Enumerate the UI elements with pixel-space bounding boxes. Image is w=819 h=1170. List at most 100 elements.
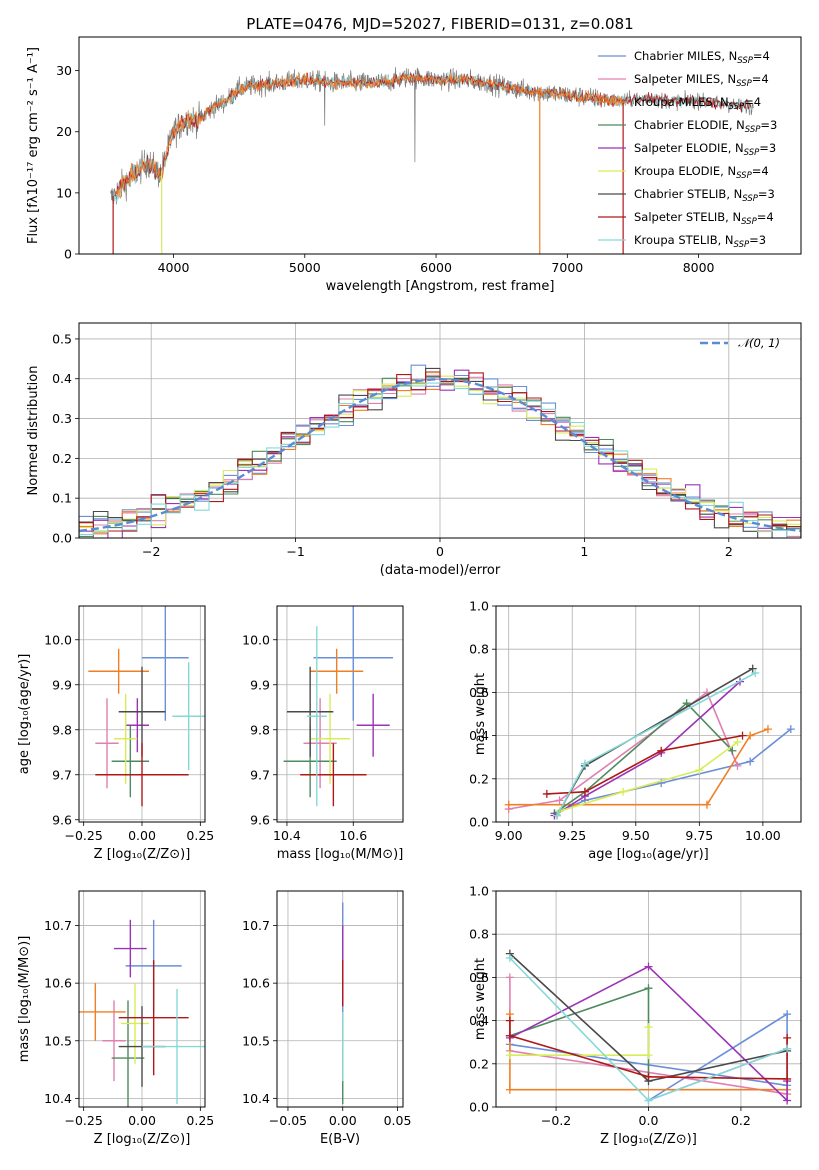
legend-label-main: Kroupa MILES, N: [634, 95, 729, 109]
y-tick-label: 20: [56, 124, 72, 139]
y-tick-label: 0.0: [469, 815, 489, 830]
x-axis-label: Z [log₁₀(Z/Z⊙)]: [94, 1132, 191, 1147]
x-tick-label: 10.00: [745, 828, 781, 843]
plot-area-weight-vs-age: [504, 664, 795, 820]
legend-label-sub: SSP: [742, 194, 758, 204]
panel-age-vs-Z: −0.25 0.00 0.25 9.6 9.7 9.8 9.9 10.0 Z [log₁₀(Z/…: [17, 605, 214, 862]
y-tick-label: 10.5: [242, 1033, 270, 1048]
weight-marker: [644, 1023, 653, 1032]
y-axis-label: age [log₁₀(age/yr)]: [17, 654, 32, 775]
point-salpeter-elodie: [356, 693, 390, 757]
point-chabrier-elodie: [111, 1000, 145, 1107]
legend-label-tail: =3: [759, 141, 776, 155]
legend-label: Chabrier STELIB, NSSP=3: [634, 187, 775, 204]
x-tick-label: −0.2: [541, 1113, 571, 1128]
weight-marker: [505, 1085, 514, 1094]
point-kroupa-miles: [88, 648, 149, 694]
axes-frame: [78, 322, 802, 539]
x-tick-label: −0.25: [65, 828, 103, 843]
point-kroupa-stelib: [142, 988, 205, 1105]
x-tick-label: 0.2: [731, 1113, 751, 1128]
plot-area-residuals: [79, 364, 801, 538]
grid-age-vs-mass: [277, 606, 403, 822]
y-tick-label: 9.8: [250, 722, 270, 737]
y-tick-label: 0.6: [469, 685, 489, 700]
legend-label-sub: SSP: [741, 217, 757, 227]
weight-marker: [504, 800, 513, 809]
residual-legend: 𝒩(0, 1): [700, 336, 780, 350]
x-tick-label: 7000: [551, 260, 583, 275]
y-tick-label: 0.0: [52, 531, 72, 546]
y-tick-label: 9.6: [52, 812, 72, 827]
y-tick-label: 10.7: [242, 918, 270, 933]
weight-line: [508, 728, 769, 806]
y-axis-label: mass weight: [473, 958, 488, 1040]
point-kroupa-stelib: [306, 626, 327, 807]
weight-marker: [783, 1044, 792, 1053]
y-tick-label: 10.5: [44, 1033, 72, 1048]
weight-marker: [505, 1051, 514, 1060]
y-tick-label: 10.6: [44, 976, 72, 991]
legend-label-sub: SSP: [737, 56, 753, 66]
x-tick-label: −1: [286, 544, 304, 559]
weight-marker: [695, 766, 704, 775]
legend-label-tail: =4: [752, 72, 769, 86]
legend-label-sub: SSP: [734, 240, 750, 250]
x-tick-label: 0.0: [639, 1113, 659, 1128]
legend-label: Salpeter STELIB, NSSP=4: [634, 210, 774, 227]
legend-label-tail: =3: [749, 233, 766, 247]
legend-label: Chabrier ELODIE, NSSP=3: [634, 118, 777, 135]
point-kroupa-miles: [79, 983, 126, 1041]
y-axis-label: mass weight: [473, 673, 488, 755]
y-tick-label: 0.0: [469, 1100, 489, 1115]
point-kroupa-stelib: [172, 662, 205, 771]
y-tick-label: 10.0: [44, 632, 72, 647]
weight-marker: [553, 811, 561, 820]
weight-marker: [746, 757, 755, 766]
x-tick-label: 9.50: [622, 828, 650, 843]
series-salpeter-stelib: [542, 731, 747, 798]
legend-label-sub: SSP: [745, 125, 761, 135]
series-salpeter-elodie: [550, 677, 744, 820]
y-tick-label: 9.9: [52, 677, 72, 692]
y-tick-label: 0.8: [469, 927, 489, 942]
axes-frame: [276, 605, 404, 823]
axes-frame: [495, 605, 802, 823]
y-axis-label: Flux [fλ10⁻¹⁷ erg cm⁻² s⁻¹ A⁻¹]: [26, 47, 41, 244]
weight-marker: [702, 800, 711, 809]
weight-line: [554, 681, 741, 817]
point-chabrier-stelib: [118, 666, 166, 757]
x-tick-label: −0.05: [269, 1113, 307, 1128]
legend-label-tail: =3: [758, 187, 775, 201]
legend-label-sub: SSP: [744, 148, 760, 158]
x-tick-label: 2: [725, 544, 733, 559]
legend-label-tail: =4: [757, 210, 774, 224]
x-tick-label: 0.25: [186, 1113, 214, 1128]
y-tick-label: 10.6: [242, 976, 270, 991]
point-salpeter-stelib: [95, 743, 189, 807]
point-chabrier-miles: [313, 606, 394, 721]
legend-label-main: Salpeter MILES, N: [634, 72, 736, 86]
y-tick-label: 0: [64, 247, 72, 262]
weight-marker: [748, 664, 757, 673]
figure-title: PLATE=0476, MJD=52027, FIBERID=0131, z=0…: [246, 15, 633, 33]
x-axis-label: mass [log₁₀(M/M⊙)]: [277, 847, 404, 862]
legend-label-main: Chabrier STELIB, N: [634, 187, 742, 201]
legend-label-sub: SSP: [736, 171, 752, 181]
weight-marker: [763, 725, 772, 734]
y-tick-label: 30: [56, 63, 72, 78]
point-salpeter-elodie: [125, 698, 149, 753]
x-axis-label: age [log₁₀(age/yr)]: [588, 847, 709, 862]
x-tick-label: 0.00: [128, 1113, 156, 1128]
weight-marker: [505, 1016, 514, 1025]
x-tick-label: 9.25: [558, 828, 586, 843]
legend-label: 𝒩(0, 1): [738, 336, 780, 350]
series-kroupa-miles: [504, 725, 772, 809]
y-tick-label: 0.8: [469, 642, 489, 657]
x-tick-label: 4000: [158, 260, 190, 275]
point-salpeter-miles: [303, 698, 337, 789]
weight-marker: [644, 1051, 653, 1060]
x-tick-label: 1: [580, 544, 588, 559]
